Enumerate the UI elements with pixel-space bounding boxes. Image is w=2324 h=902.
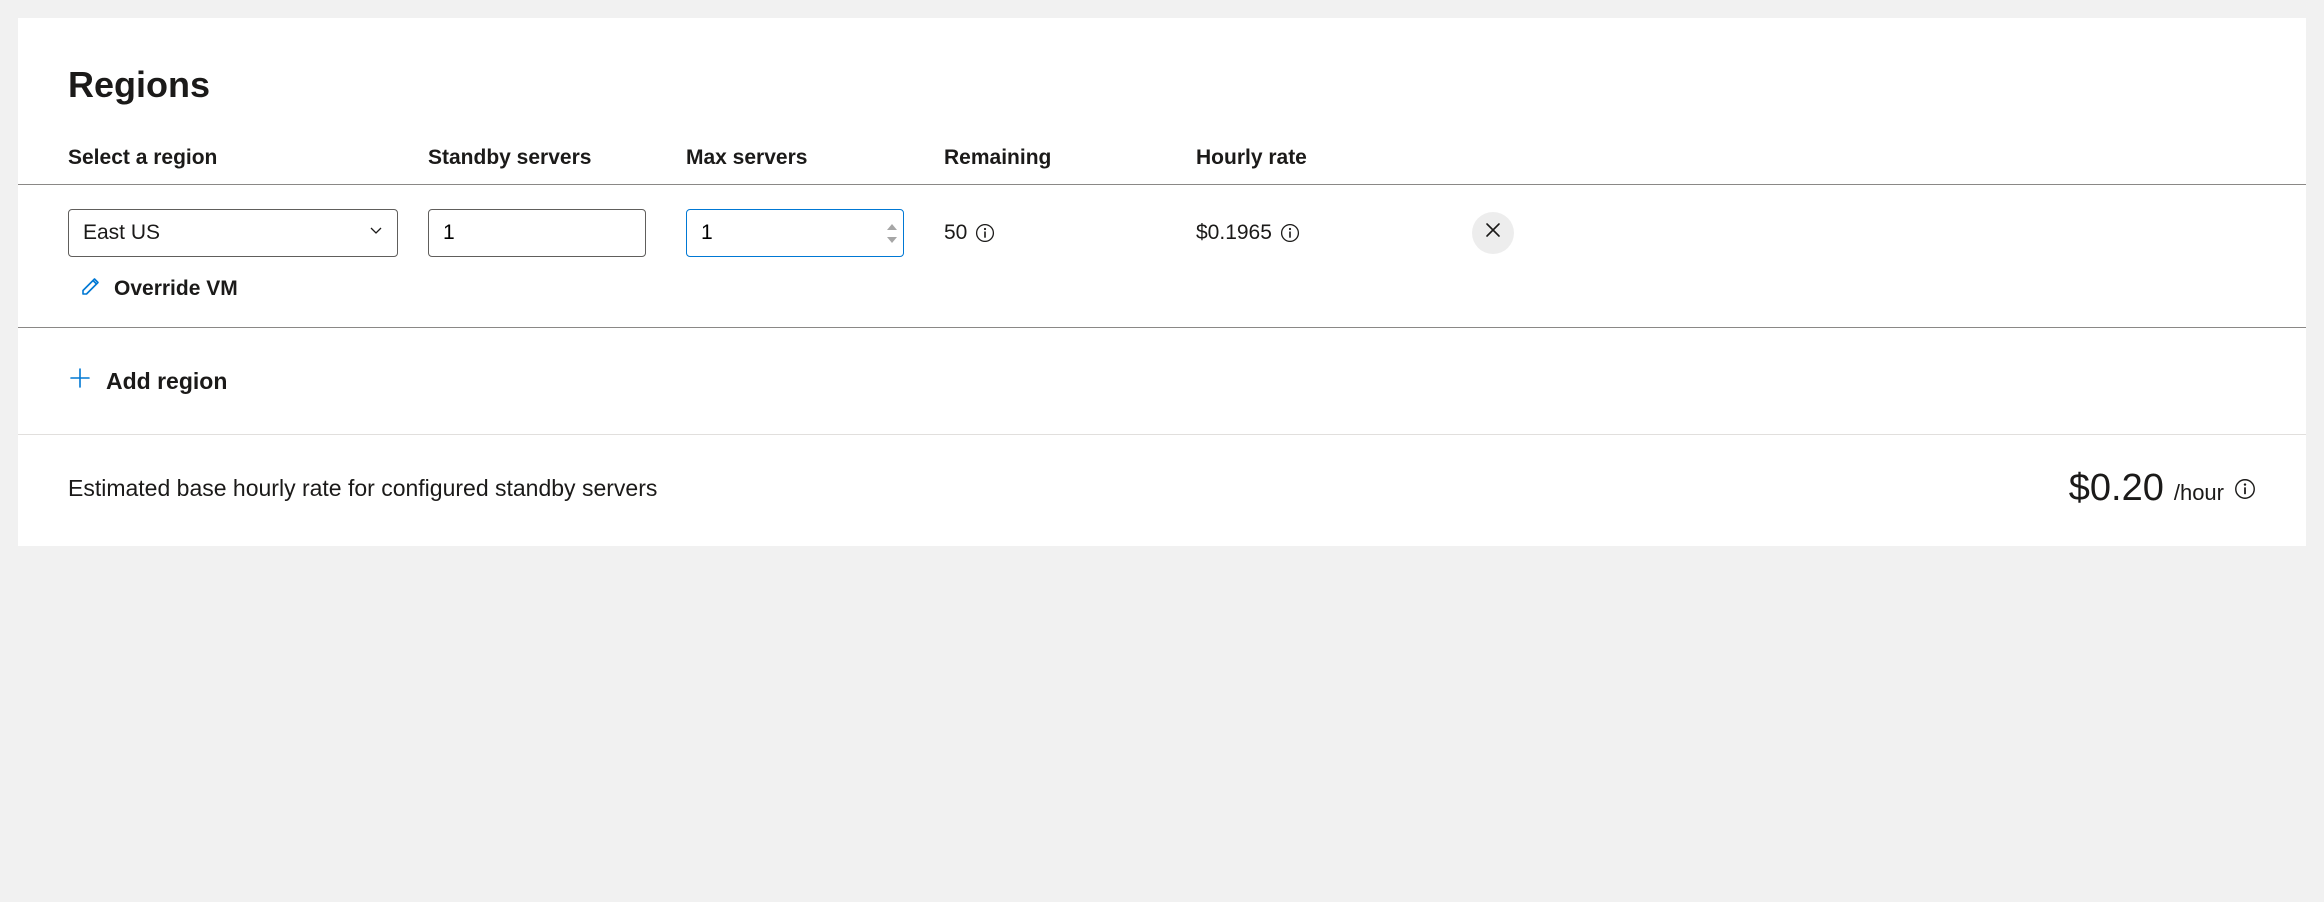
info-icon[interactable] bbox=[2234, 478, 2256, 500]
standby-servers-input[interactable] bbox=[428, 209, 646, 257]
max-servers-input[interactable] bbox=[686, 209, 904, 257]
regions-panel: Regions Select a region Standby servers … bbox=[18, 18, 2306, 546]
number-spinner bbox=[881, 210, 903, 256]
add-region-button[interactable]: Add region bbox=[68, 366, 227, 396]
override-vm-button[interactable]: Override VM bbox=[80, 275, 238, 303]
region-select[interactable]: East US bbox=[68, 209, 398, 257]
remove-row-button[interactable] bbox=[1472, 212, 1514, 254]
footer-price: $0.20 bbox=[2069, 467, 2164, 510]
footer-label: Estimated base hourly rate for configure… bbox=[68, 475, 657, 502]
table-header: Select a region Standby servers Max serv… bbox=[18, 134, 2306, 185]
col-region: Select a region bbox=[68, 146, 428, 170]
col-standby: Standby servers bbox=[428, 146, 686, 170]
region-selected-value: East US bbox=[83, 221, 160, 245]
col-max: Max servers bbox=[686, 146, 944, 170]
spinner-up-button[interactable] bbox=[887, 222, 897, 232]
close-icon bbox=[1484, 221, 1502, 245]
hourly-rate-value: $0.1965 bbox=[1196, 221, 1272, 245]
remaining-value: 50 bbox=[944, 221, 967, 245]
plus-icon bbox=[68, 366, 92, 396]
override-vm-label: Override VM bbox=[114, 277, 238, 301]
footer: Estimated base hourly rate for configure… bbox=[18, 435, 2306, 546]
footer-price-unit: /hour bbox=[2174, 480, 2224, 506]
add-region-label: Add region bbox=[106, 368, 227, 395]
region-row: East US bbox=[18, 185, 2306, 257]
spinner-down-button[interactable] bbox=[887, 235, 897, 245]
col-remaining: Remaining bbox=[944, 146, 1196, 170]
section-title: Regions bbox=[18, 18, 2306, 134]
edit-icon bbox=[80, 275, 102, 303]
col-rate: Hourly rate bbox=[1196, 146, 1454, 170]
info-icon[interactable] bbox=[1280, 223, 1300, 243]
info-icon[interactable] bbox=[975, 223, 995, 243]
